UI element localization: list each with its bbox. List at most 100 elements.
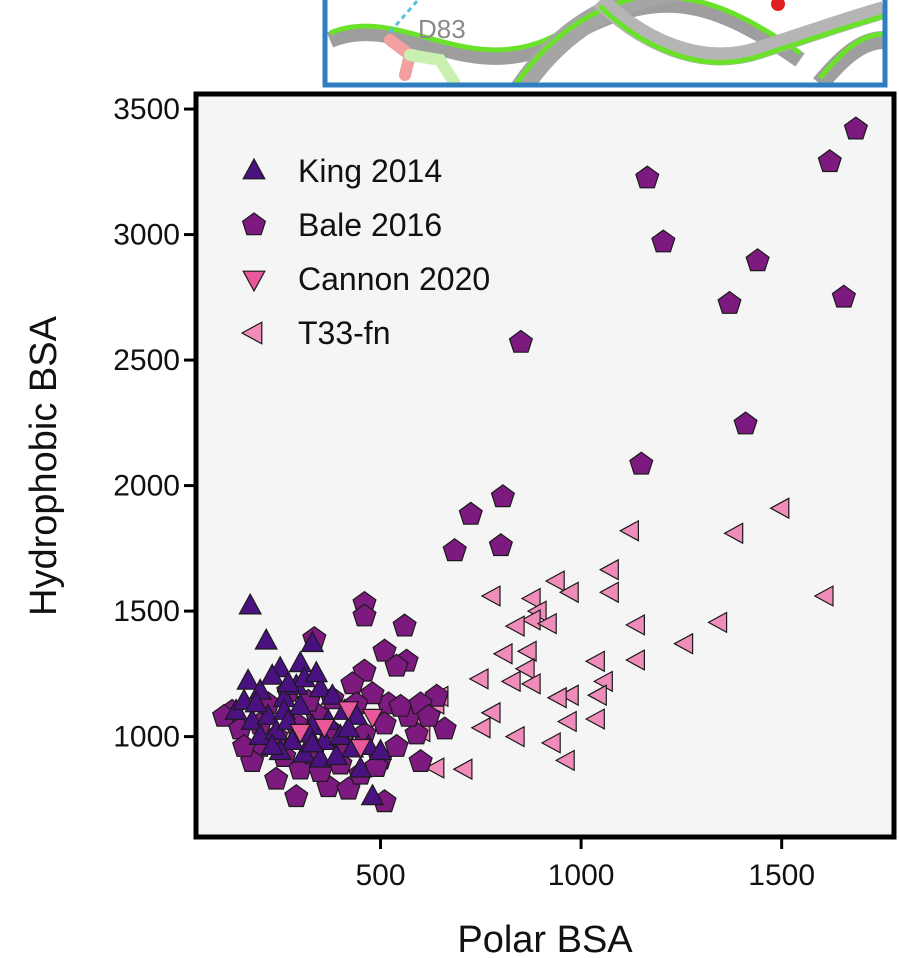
king-2014-point — [368, 738, 393, 761]
t33-fn-point — [556, 710, 577, 733]
y-axis: 1000 1500 2000 2500 3000 3500 — [113, 93, 196, 754]
bale-2016-point — [488, 533, 514, 557]
bale-2016-point — [458, 501, 483, 525]
king-2014-point — [336, 715, 361, 738]
t33-fn-point — [424, 757, 445, 779]
bale-2016-point — [360, 681, 385, 705]
king-2014-point — [300, 630, 325, 653]
residue-label: D83 — [418, 14, 466, 44]
t33-fn-point — [769, 497, 790, 520]
ribbon-shape — [818, 31, 884, 80]
king-2014-point — [254, 627, 279, 650]
king-2014-point — [304, 660, 329, 683]
ribbon-shape — [813, 31, 884, 84]
king-2014-point — [280, 728, 305, 751]
bale-2016-point — [392, 613, 417, 637]
king-2014-point — [236, 668, 260, 690]
legend-marker — [240, 321, 263, 345]
bale-2016-point — [364, 753, 389, 778]
king-2014-point — [300, 730, 325, 753]
bale-2016-point — [352, 603, 377, 627]
t33-fn-point — [558, 581, 579, 604]
t33-fn-point — [598, 558, 619, 581]
bale-2016-point — [442, 538, 467, 562]
bale-2016-point — [404, 721, 429, 745]
king-2014-point — [324, 743, 349, 766]
ribbon-shape — [513, 0, 637, 84]
t33-fn-point — [554, 749, 575, 772]
ribbon-shape — [510, 0, 682, 84]
bale-2016-point — [817, 149, 842, 173]
t33-fn-point — [536, 612, 557, 635]
t33-fn-point — [598, 581, 619, 604]
hbond-line — [388, 0, 420, 33]
t33-fn-point — [468, 667, 489, 690]
t33-fn-point — [673, 632, 694, 655]
atom-dot — [771, 0, 785, 11]
bale-2016-point — [384, 733, 409, 757]
king-2014-point — [260, 663, 285, 685]
king-2014-point — [348, 755, 373, 778]
bale-2016-point — [843, 116, 869, 140]
t33-fn-point — [470, 716, 491, 739]
ribbon-shape — [598, 4, 884, 65]
t33-fn-point — [514, 657, 535, 680]
legend-marker — [241, 212, 267, 236]
bale-2016-point — [372, 638, 397, 662]
t33-fn-point — [504, 725, 525, 748]
king-2014-point — [238, 592, 263, 615]
king-2014-point — [308, 745, 333, 768]
king-2014-point — [360, 783, 385, 806]
king-2014-point — [320, 683, 345, 705]
t33-fn-point — [520, 608, 541, 631]
x-tick-label: 500 — [355, 859, 405, 892]
t33-fn-point — [500, 670, 521, 693]
bale-2016-point — [284, 784, 309, 808]
t33-fn-point — [520, 672, 541, 695]
legend-marker — [242, 270, 266, 293]
bale-2016-point — [733, 411, 758, 435]
t33-fn-point — [625, 649, 646, 671]
inset-border — [322, 0, 888, 88]
legend-label: King 2014 — [298, 153, 442, 189]
legend-label: Bale 2016 — [298, 207, 442, 243]
y-tick-label: 1000 — [113, 721, 180, 754]
x-axis-title: Polar BSA — [457, 919, 633, 958]
cannon-2020-point — [337, 701, 360, 722]
legend-label: Cannon 2020 — [298, 261, 490, 297]
cannon-2020-point — [313, 718, 336, 739]
y-tick-label: 2000 — [113, 470, 180, 503]
structure-inset: D83 — [322, 0, 888, 88]
t33-fn-point — [584, 650, 605, 673]
king-2014-point — [288, 693, 313, 715]
cannon-2020-point — [361, 708, 384, 729]
bale-2016-point — [629, 451, 654, 475]
bale-2016-point — [717, 290, 742, 314]
bale-2016-point — [651, 229, 676, 253]
legend-label: T33-fn — [298, 315, 390, 351]
bale-2016-point — [352, 658, 377, 682]
t33-fn-point — [452, 758, 473, 781]
t33-fn-point — [625, 613, 646, 636]
king-2014-point — [308, 675, 333, 698]
ribbon-shape — [593, 0, 884, 66]
t33-fn-point — [544, 570, 565, 592]
t33-fn-point — [707, 611, 728, 634]
king-2014-point — [244, 690, 269, 713]
t33-fn-point — [504, 615, 525, 638]
t33-fn-point — [540, 731, 561, 754]
t33-fn-point — [813, 585, 834, 607]
y-axis-title: Hydrophobic BSA — [23, 315, 65, 616]
bale-2016-point — [490, 484, 516, 508]
t33-fn-point — [480, 701, 501, 724]
cannon-2020-point — [289, 723, 312, 744]
bale-2016-point — [416, 703, 441, 727]
king-2014-point — [288, 650, 313, 673]
t33-fn-point — [546, 686, 567, 709]
y-tick-label: 1500 — [113, 595, 180, 628]
t33-fn-point — [586, 684, 607, 707]
y-tick-label: 3500 — [113, 93, 180, 126]
bale-2016-point — [340, 671, 365, 695]
bale-2016-point — [384, 653, 409, 677]
